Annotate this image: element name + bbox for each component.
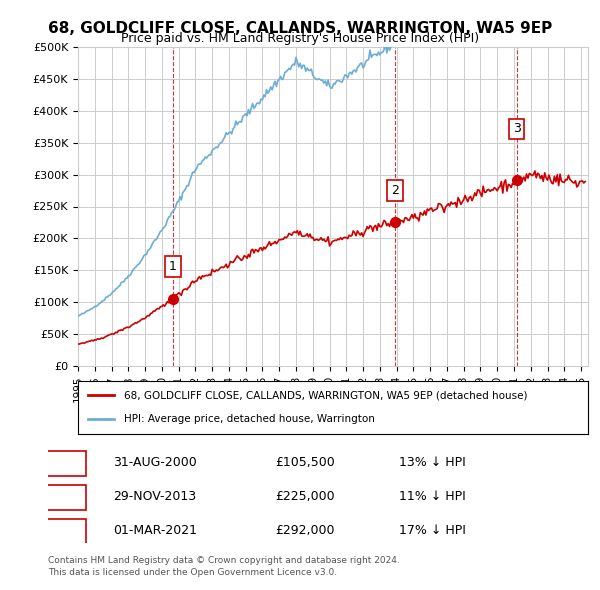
Text: 31-AUG-2000: 31-AUG-2000	[113, 455, 197, 469]
Text: 2: 2	[60, 489, 68, 503]
Text: 3: 3	[60, 523, 68, 537]
FancyBboxPatch shape	[43, 485, 86, 510]
Text: HPI: Average price, detached house, Warrington: HPI: Average price, detached house, Warr…	[124, 414, 375, 424]
Text: 11% ↓ HPI: 11% ↓ HPI	[399, 490, 466, 503]
Text: £105,500: £105,500	[275, 455, 335, 469]
Text: 01-MAR-2021: 01-MAR-2021	[113, 524, 197, 537]
FancyBboxPatch shape	[43, 519, 86, 544]
Text: 3: 3	[513, 122, 521, 135]
Text: 2: 2	[391, 184, 399, 197]
Text: 1: 1	[60, 455, 68, 469]
Text: 13% ↓ HPI: 13% ↓ HPI	[399, 455, 466, 469]
Text: Contains HM Land Registry data © Crown copyright and database right 2024.: Contains HM Land Registry data © Crown c…	[48, 556, 400, 565]
Text: 1: 1	[169, 260, 177, 273]
Text: 68, GOLDCLIFF CLOSE, CALLANDS, WARRINGTON, WA5 9EP (detached house): 68, GOLDCLIFF CLOSE, CALLANDS, WARRINGTO…	[124, 391, 527, 401]
Text: 68, GOLDCLIFF CLOSE, CALLANDS, WARRINGTON, WA5 9EP: 68, GOLDCLIFF CLOSE, CALLANDS, WARRINGTO…	[48, 21, 552, 35]
Text: This data is licensed under the Open Government Licence v3.0.: This data is licensed under the Open Gov…	[48, 568, 337, 577]
Text: 29-NOV-2013: 29-NOV-2013	[113, 490, 196, 503]
Text: £292,000: £292,000	[275, 524, 334, 537]
FancyBboxPatch shape	[43, 451, 86, 476]
Text: 17% ↓ HPI: 17% ↓ HPI	[399, 524, 466, 537]
Text: Price paid vs. HM Land Registry's House Price Index (HPI): Price paid vs. HM Land Registry's House …	[121, 32, 479, 45]
Text: £225,000: £225,000	[275, 490, 334, 503]
